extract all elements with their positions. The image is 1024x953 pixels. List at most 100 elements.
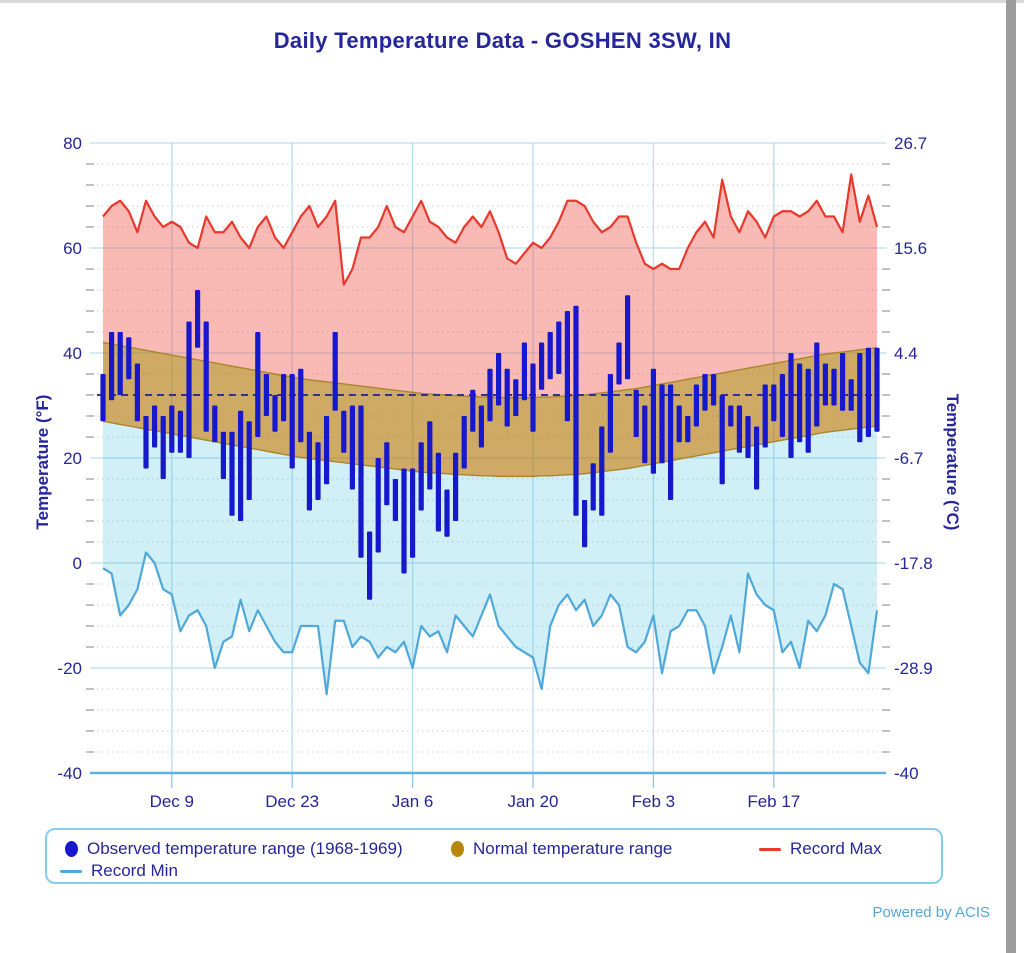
left-tick-label: 60 [63, 239, 82, 258]
observed-range-bar [298, 368, 304, 443]
observed-range-bar [117, 332, 123, 395]
observed-range-bar [668, 384, 674, 500]
left-tick-label: 0 [73, 554, 82, 573]
observed-range-bar [487, 368, 493, 422]
observed-range-bar [719, 395, 725, 485]
observed-range-bar [392, 479, 398, 521]
observed-range-bar [736, 405, 742, 453]
observed-range-bar [582, 500, 588, 548]
legend-item-record-min[interactable]: Record Min [60, 859, 178, 883]
observed-range-bar [573, 305, 579, 516]
left-tick-label: 20 [63, 449, 82, 468]
record-max-line [102, 173, 879, 286]
x-tick-label: Dec 9 [150, 792, 194, 811]
observed-range-bar [203, 321, 209, 432]
observed-range-bar [805, 368, 811, 453]
legend-label: Record Min [91, 861, 178, 880]
record-min-line [102, 551, 879, 696]
observed-range-bar [840, 353, 846, 411]
observed-range-bar [470, 389, 476, 432]
observed-range-bar [814, 342, 820, 427]
right-tick-label: 26.7 [894, 134, 927, 153]
observed-range-bar [418, 442, 424, 511]
observed-range-bar [788, 353, 794, 458]
observed-range-bar [797, 363, 803, 443]
x-tick-label: Feb 3 [632, 792, 675, 811]
left-tick-label: 40 [63, 344, 82, 363]
observed-range-bar [521, 342, 527, 401]
observed-range-bar [349, 405, 355, 490]
legend-label: Record Max [790, 839, 882, 858]
observed-range-bar [642, 405, 648, 464]
observed-range-bar [616, 342, 622, 385]
observed-range-bar [341, 410, 347, 453]
observed-range-bar [685, 416, 691, 443]
powered-by-acis-link[interactable]: Powered by ACIS [872, 904, 990, 921]
right-tick-label: -28.9 [894, 659, 933, 678]
observed-range-bar [702, 374, 708, 411]
x-tick-label: Dec 23 [265, 792, 319, 811]
observed-range-bar [590, 463, 596, 511]
legend-item-record-max[interactable]: Record Max [759, 837, 882, 861]
right-tick-label: -40 [894, 764, 919, 783]
observed-range-bar [771, 384, 777, 422]
left-tick-label: -20 [57, 659, 82, 678]
legend-label: Normal temperature range [473, 839, 673, 858]
observed-range-bar [539, 342, 545, 390]
observed-range-bar [152, 405, 158, 448]
observed-range-bar [547, 332, 553, 380]
observed-range-bar [100, 374, 106, 422]
observed-range-bar [289, 374, 295, 469]
observed-range-bar [246, 421, 252, 500]
x-tick-label: Jan 20 [507, 792, 558, 811]
observed-range-bar [693, 384, 699, 427]
observed-range-bar [599, 426, 605, 516]
observed-range-bar [401, 468, 407, 574]
x-tick-label: Jan 6 [392, 792, 434, 811]
legend-item-observed-range[interactable]: Observed temperature range (1968-1969) [65, 837, 403, 861]
observed-range-bar [238, 410, 244, 521]
observed-range-bar [659, 384, 665, 464]
observed-range-bar [762, 384, 768, 448]
observed-range-bar [745, 416, 751, 458]
observed-range-bar [324, 416, 330, 485]
observed-range-bar [564, 311, 570, 422]
observed-range-bar [633, 389, 639, 437]
observed-range-bar [478, 405, 484, 448]
legend-item-normal-range[interactable]: Normal temperature range [451, 837, 672, 861]
observed-range-bar [453, 452, 459, 521]
record-min-area [103, 421, 877, 695]
observed-range-bar [625, 295, 631, 380]
observed-range-bar [650, 368, 656, 474]
observed-range-bar [831, 368, 837, 406]
observed-range-bar [754, 426, 760, 490]
observed-range-bar [874, 347, 880, 432]
observed-range-bar [857, 353, 863, 443]
observed-range-bar [220, 431, 226, 479]
right-tick-label: -6.7 [894, 449, 923, 468]
observed-range-bar [169, 405, 175, 453]
observed-range-bar [848, 379, 854, 411]
observed-range-bar [384, 442, 390, 506]
record-min-marker-icon [60, 869, 82, 873]
page-title: Daily Temperature Data - GOSHEN 3SW, IN [273, 28, 732, 53]
record-max-area [103, 174, 877, 398]
observed-range-bar [143, 416, 149, 469]
observed-range-marker-icon [65, 841, 78, 857]
observed-range-bar [281, 374, 287, 422]
observed-range-bar [865, 347, 871, 437]
observed-range-bar [272, 395, 278, 432]
observed-range-bar [711, 374, 717, 406]
vertical-scrollbar[interactable] [1006, 0, 1016, 953]
observed-range-bar [109, 332, 115, 401]
observed-range-bar [177, 410, 183, 453]
window-top-border [0, 0, 1024, 3]
observed-range-bar [375, 458, 381, 553]
observed-range-bar [427, 421, 433, 490]
observed-range-bar [229, 431, 235, 516]
left-tick-label: 80 [63, 134, 82, 153]
observed-range-bar [358, 405, 364, 558]
right-tick-label: 15.6 [894, 239, 927, 258]
observed-range-bar [496, 353, 502, 406]
